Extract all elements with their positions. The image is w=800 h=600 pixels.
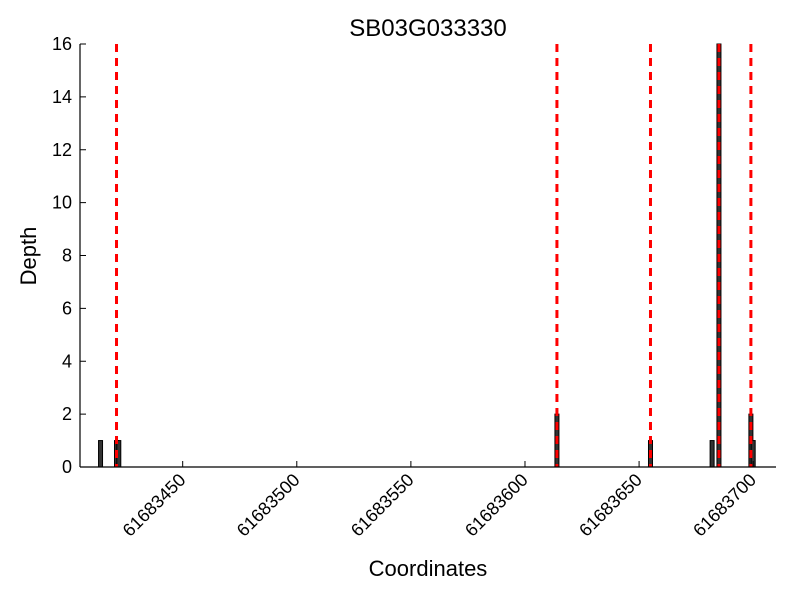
chart-title: SB03G033330 bbox=[349, 15, 506, 42]
x-axis-label: Coordinates bbox=[369, 556, 488, 581]
x-tick-label-5: 61683700 bbox=[689, 470, 760, 541]
bar-series bbox=[98, 43, 756, 468]
x-tick-label-2: 61683550 bbox=[347, 470, 418, 541]
y-tick-label-1: 2 bbox=[62, 404, 72, 424]
y-tick-label-2: 4 bbox=[62, 351, 72, 371]
marker-lines bbox=[115, 44, 753, 467]
bar-0 bbox=[98, 440, 104, 468]
axes: 0 2 4 6 8 10 12 14 16 61683450 61683500 61683550 616… bbox=[52, 34, 776, 540]
y-tick-label-4: 8 bbox=[62, 246, 72, 266]
x-tick-label-3: 61683600 bbox=[461, 470, 532, 541]
y-tick-label-6: 12 bbox=[52, 140, 72, 160]
x-tick-label-4: 61683650 bbox=[575, 470, 646, 541]
y-axis-label: Depth bbox=[16, 227, 41, 286]
y-tick-label-8: 16 bbox=[52, 34, 72, 54]
x-tick-label-0: 61683450 bbox=[119, 470, 190, 541]
y-tick-label-3: 6 bbox=[62, 298, 72, 318]
y-tick-label-0: 0 bbox=[62, 457, 72, 477]
y-tick-label-7: 14 bbox=[52, 87, 72, 107]
x-tick-label-1: 61683500 bbox=[233, 470, 304, 541]
y-tick-label-5: 10 bbox=[52, 193, 72, 213]
bar-5 bbox=[709, 440, 715, 468]
